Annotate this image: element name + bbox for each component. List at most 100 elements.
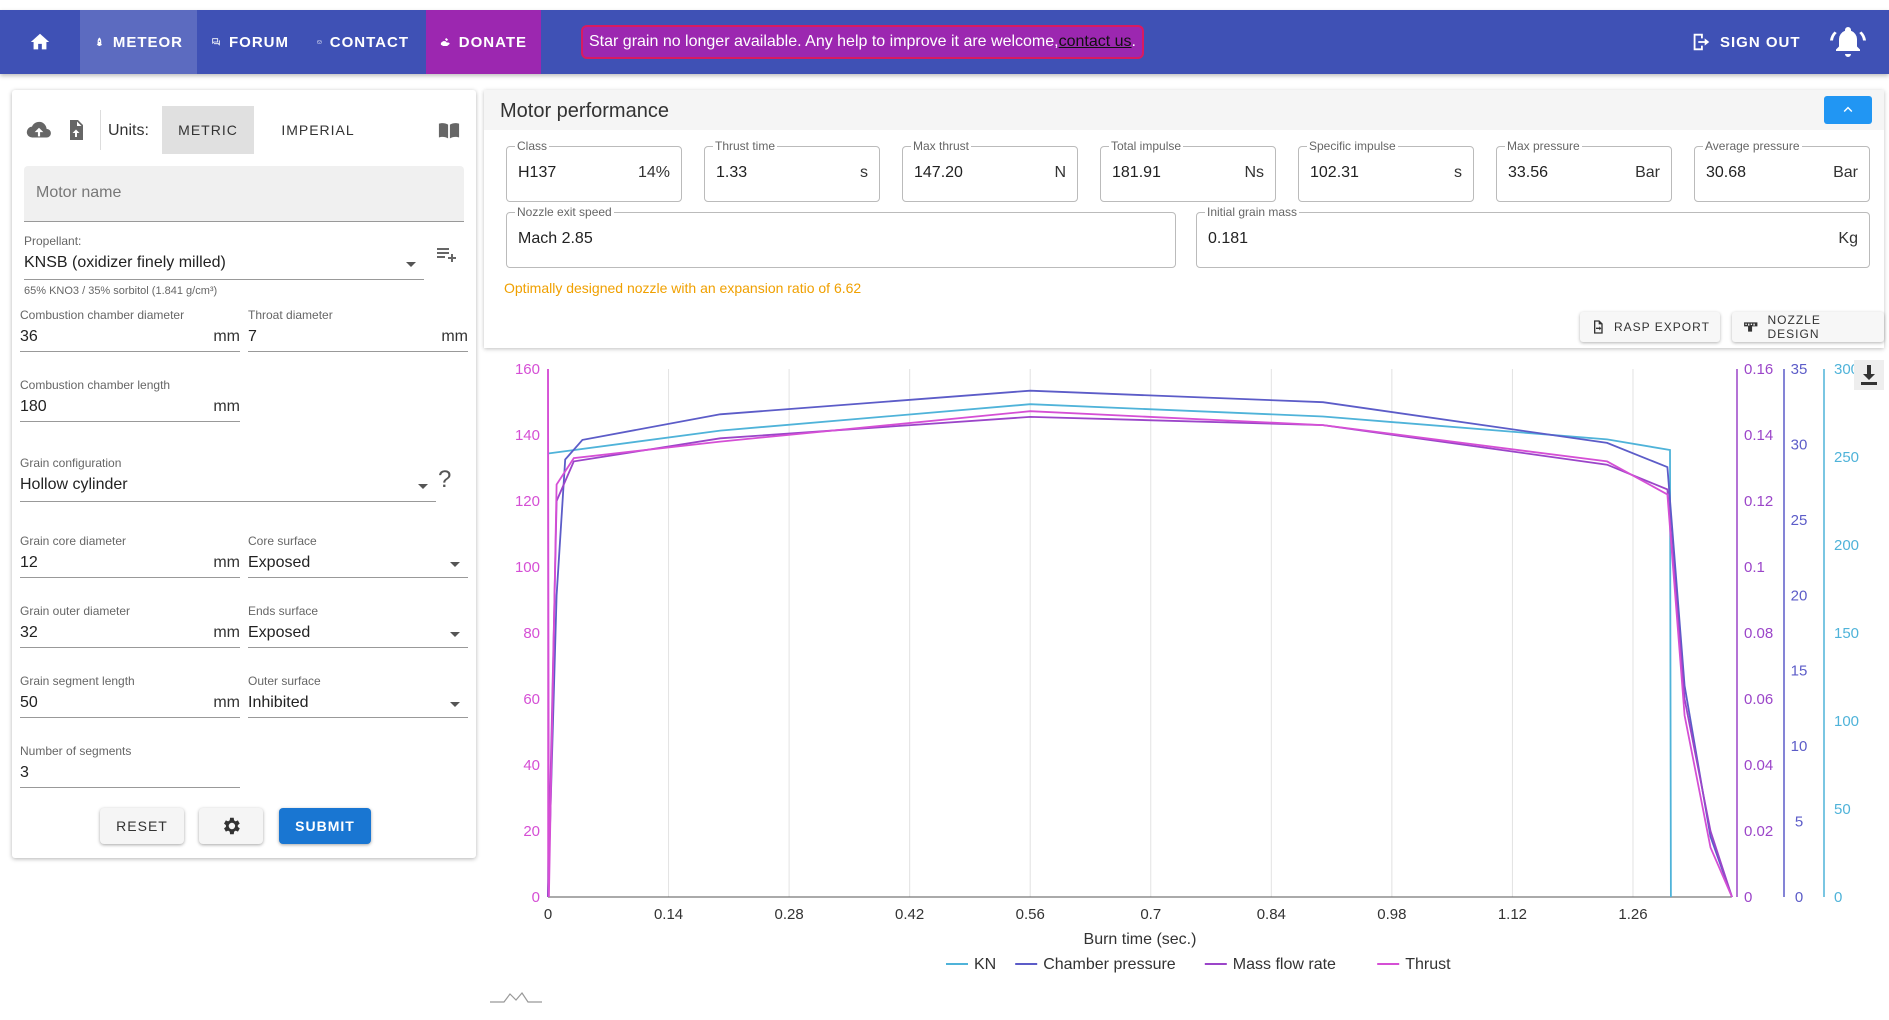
logout-icon (1693, 33, 1710, 51)
series-line-mass-flow-rate (547, 415, 1733, 898)
ends-surface-value: Exposed (248, 624, 311, 641)
core-surface-select[interactable]: Core surface Exposed (248, 534, 468, 578)
chamber-length-field[interactable]: Combustion chamber length 180 mm (20, 378, 240, 422)
segments-count-field[interactable]: Number of segments 3 (20, 744, 240, 788)
bell-ring-icon (1830, 27, 1866, 57)
thrust-tick-label: 140 (515, 427, 540, 444)
chevron-up-icon (1843, 106, 1853, 112)
thrust-time-label: Thrust time (713, 139, 778, 153)
file-export-icon (1594, 320, 1603, 334)
banner-text: Star grain no longer available. Any help… (589, 33, 1059, 50)
thrust-tick-label: 60 (523, 691, 540, 708)
chamber-diameter-label: Combustion chamber diameter (20, 308, 185, 322)
nozzle-design-button[interactable]: NOZZLE DESIGN (1732, 312, 1884, 342)
grain-mass-value: 0.181 (1208, 230, 1249, 247)
grain-config-select[interactable]: Grain configuration Hollow cylinder (20, 456, 436, 502)
throat-diameter-field[interactable]: Throat diameter 7 mm (248, 308, 468, 352)
chamber_pressure-tick-label: 5 (1795, 814, 1803, 831)
x-tick-label: 0.7 (1140, 906, 1161, 923)
segment-length-field[interactable]: Grain segment length 50 mm (20, 674, 240, 718)
chamber-diameter-unit: mm (213, 328, 240, 345)
avg-pressure-value: 30.68 (1706, 164, 1747, 181)
metric-toggle[interactable]: METRIC (162, 106, 254, 154)
x-tick-label: 0.28 (775, 906, 804, 923)
nav-contact[interactable]: CONTACT (303, 10, 423, 74)
performance-title: Motor performance (500, 100, 669, 122)
core-surface-value: Exposed (248, 554, 311, 571)
nav-donate[interactable]: DONATE (426, 10, 541, 74)
chamber_pressure-tick-label: 30 (1791, 436, 1808, 453)
legend-label: KN (974, 956, 996, 973)
core-diameter-label: Grain core diameter (20, 534, 127, 548)
nav-forum[interactable]: FORUM (197, 10, 303, 74)
book-open-icon[interactable] (436, 120, 462, 142)
specific-impulse-value: 102.31 (1310, 164, 1359, 181)
notifications-button[interactable] (1830, 24, 1866, 65)
core-diameter-field[interactable]: Grain core diameter 12 mm (20, 534, 240, 578)
grain-help-icon[interactable]: ? (438, 466, 452, 493)
sign-out-button[interactable]: SIGN OUT (1690, 10, 1801, 74)
propellant-value: KNSB (oxidizer finely milled) (24, 254, 226, 271)
total-impulse-unit: Ns (1244, 164, 1264, 181)
chamber_pressure-tick-label: 10 (1791, 738, 1808, 755)
mass_flow_rate-tick-label: 0.06 (1744, 691, 1773, 708)
outer-diameter-field[interactable]: Grain outer diameter 32 mm (20, 604, 240, 648)
chamber_pressure-tick-label: 0 (1795, 889, 1803, 906)
nav-meteor[interactable]: METEOR (80, 10, 197, 74)
grain-mass-unit: Kg (1838, 230, 1858, 247)
submit-button[interactable]: SUBMIT (279, 808, 371, 844)
home-icon (30, 33, 50, 50)
cloud-upload-icon[interactable] (26, 118, 52, 144)
ends-surface-select[interactable]: Ends surface Exposed (248, 604, 468, 648)
grain-config-label: Grain configuration (20, 456, 122, 470)
chevron-down-icon (450, 562, 460, 567)
nav-contact-label: CONTACT (329, 33, 409, 51)
x-tick-label: 0 (544, 906, 552, 923)
chamber_pressure-tick-label: 20 (1791, 587, 1808, 604)
max-thrust-label: Max thrust (911, 139, 972, 153)
gear-icon (224, 817, 240, 835)
outer-surface-select[interactable]: Outer surface Inhibited (248, 674, 468, 718)
propellant-select[interactable]: Propellant: KNSB (oxidizer finely milled… (24, 234, 424, 280)
chevron-down-icon (450, 632, 460, 637)
file-upload-icon[interactable] (64, 116, 88, 144)
chamber-diameter-field[interactable]: Combustion chamber diameter 36 mm (20, 308, 240, 352)
imperial-toggle[interactable]: IMPERIAL (281, 122, 355, 138)
announcement-banner: Star grain no longer available. Any help… (581, 25, 1144, 59)
core-diameter-unit: mm (213, 554, 240, 571)
playlist-add-icon[interactable] (434, 242, 458, 266)
grain-mass-output: Initial grain mass 0.181 Kg (1196, 205, 1870, 268)
home-button[interactable] (0, 10, 80, 74)
class-output: Class H137 14% (506, 139, 682, 202)
banner-contact-link[interactable]: contact us (1058, 33, 1132, 50)
exit-speed-output: Nozzle exit speed Mach 2.85 (506, 205, 1176, 268)
rasp-export-label: RASP EXPORT (1614, 320, 1710, 334)
x-tick-label: 0.84 (1257, 906, 1286, 923)
download-chart-icon[interactable] (1854, 360, 1884, 390)
collapse-button[interactable] (1824, 96, 1872, 124)
core-surface-label: Core surface (248, 534, 317, 548)
max-pressure-value: 33.56 (1508, 164, 1549, 181)
mass_flow_rate-tick-label: 0.02 (1744, 823, 1773, 840)
outer-surface-value: Inhibited (248, 694, 309, 711)
ruler-icon (1744, 322, 1758, 332)
total-impulse-label: Total impulse (1109, 139, 1184, 153)
legend-label: Mass flow rate (1233, 956, 1336, 973)
segment-length-value: 50 (20, 694, 38, 711)
motor-name-input[interactable]: Motor name (24, 166, 464, 222)
max-pressure-output: Max pressure 33.56 Bar (1496, 139, 1672, 202)
x-tick-label: 0.98 (1377, 906, 1406, 923)
chamber_pressure-tick-label: 15 (1791, 663, 1808, 680)
units-label: Units: (108, 122, 149, 139)
ends-surface-label: Ends surface (248, 604, 319, 618)
x-tick-label: 0.56 (1016, 906, 1045, 923)
settings-button[interactable] (199, 808, 263, 844)
rocket-icon (96, 37, 103, 47)
chevron-down-icon (418, 484, 428, 489)
performance-header: Motor performance (484, 90, 1884, 130)
reset-button[interactable]: RESET (100, 808, 184, 844)
x-axis-title: Burn time (sec.) (1084, 931, 1197, 948)
mass_flow_rate-tick-label: 0.04 (1744, 757, 1773, 774)
contact-mail-icon (317, 40, 322, 44)
rasp-export-button[interactable]: RASP EXPORT (1580, 312, 1720, 342)
